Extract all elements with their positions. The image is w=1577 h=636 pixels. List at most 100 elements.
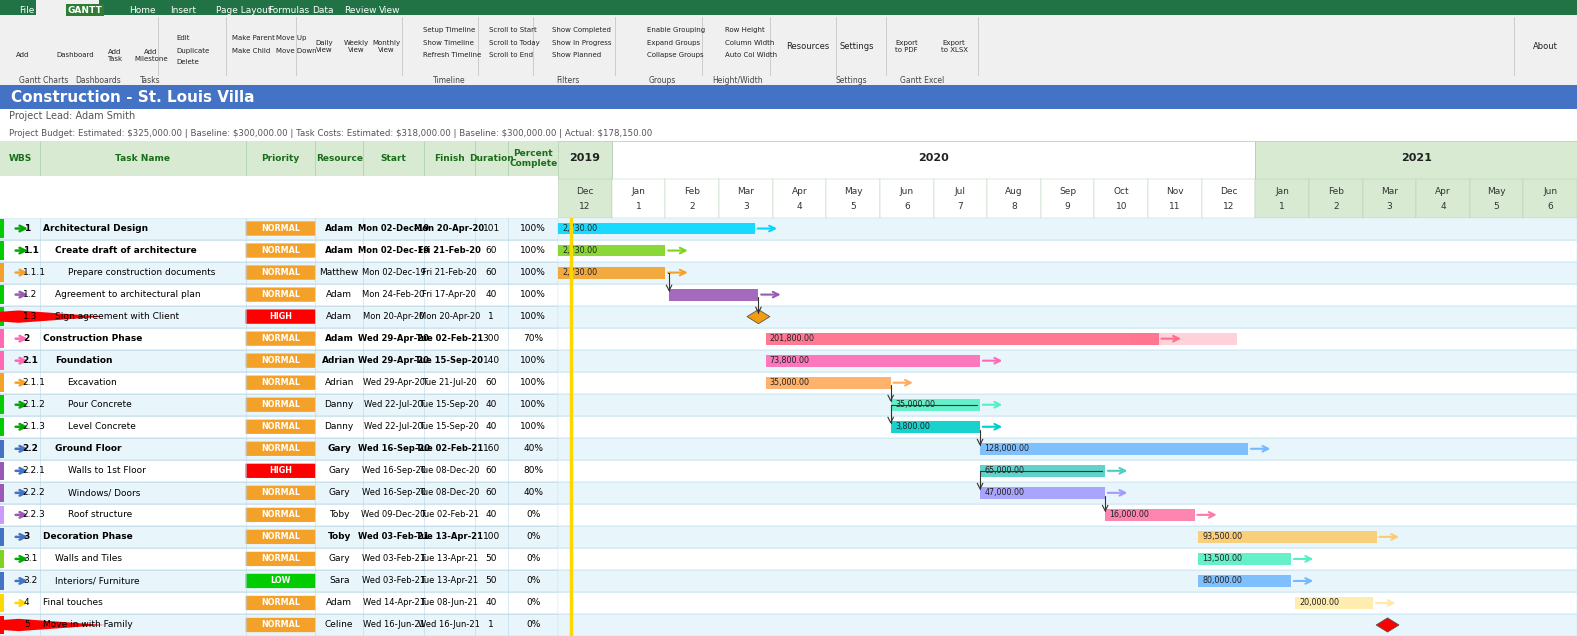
FancyBboxPatch shape: [246, 310, 315, 324]
Text: HIGH: HIGH: [270, 466, 292, 475]
Text: Data: Data: [312, 6, 334, 15]
Text: Tue 15-Sep-20: Tue 15-Sep-20: [419, 422, 479, 431]
Polygon shape: [0, 619, 104, 631]
FancyBboxPatch shape: [1309, 179, 1363, 218]
FancyBboxPatch shape: [558, 482, 1577, 504]
Text: 1.1.1: 1.1.1: [22, 268, 46, 277]
Text: 3: 3: [743, 202, 749, 211]
Text: 3,800.00: 3,800.00: [896, 422, 930, 431]
Text: 5: 5: [24, 621, 30, 630]
FancyBboxPatch shape: [246, 331, 315, 346]
Text: Adam: Adam: [326, 598, 352, 607]
Text: Agreement to architectural plan: Agreement to architectural plan: [55, 290, 200, 299]
FancyBboxPatch shape: [0, 240, 558, 261]
Text: Review: Review: [344, 6, 377, 15]
Text: Mar: Mar: [738, 187, 754, 196]
Text: Wed 03-Feb-21: Wed 03-Feb-21: [363, 555, 426, 563]
Text: Settings: Settings: [839, 43, 874, 52]
Text: 3.2: 3.2: [24, 576, 38, 585]
FancyBboxPatch shape: [0, 352, 5, 370]
FancyBboxPatch shape: [558, 284, 1577, 306]
FancyBboxPatch shape: [669, 289, 759, 301]
Text: Wed 29-Apr-20: Wed 29-Apr-20: [358, 356, 429, 365]
Text: Tue 02-Feb-21: Tue 02-Feb-21: [416, 334, 483, 343]
FancyBboxPatch shape: [0, 594, 5, 612]
FancyBboxPatch shape: [665, 179, 719, 218]
FancyBboxPatch shape: [558, 614, 1577, 636]
Text: NORMAL: NORMAL: [262, 445, 300, 453]
Text: Create draft of architecture: Create draft of architecture: [55, 246, 197, 255]
Text: File: File: [19, 6, 35, 15]
Text: 3.1: 3.1: [24, 555, 38, 563]
Text: Start: Start: [380, 154, 407, 163]
Text: 2.1.2: 2.1.2: [22, 400, 46, 409]
Text: Wed 16-Sep-20: Wed 16-Sep-20: [361, 466, 426, 475]
FancyBboxPatch shape: [719, 179, 773, 218]
FancyBboxPatch shape: [1202, 179, 1255, 218]
FancyBboxPatch shape: [246, 354, 315, 368]
FancyBboxPatch shape: [558, 526, 1577, 548]
FancyBboxPatch shape: [1255, 218, 1577, 636]
Text: 93,500.00: 93,500.00: [1202, 532, 1243, 541]
Text: 100%: 100%: [520, 268, 546, 277]
Text: Adam: Adam: [325, 334, 353, 343]
Text: 12: 12: [1222, 202, 1235, 211]
FancyBboxPatch shape: [0, 261, 558, 284]
FancyBboxPatch shape: [558, 570, 1577, 592]
FancyBboxPatch shape: [0, 417, 5, 436]
Text: 1: 1: [636, 202, 642, 211]
Text: 2.2.1: 2.2.1: [22, 466, 46, 475]
FancyBboxPatch shape: [246, 618, 315, 632]
Text: Daily
View: Daily View: [315, 40, 333, 53]
FancyBboxPatch shape: [0, 109, 1577, 141]
Text: 3: 3: [1386, 202, 1392, 211]
FancyBboxPatch shape: [558, 438, 1577, 460]
Text: NORMAL: NORMAL: [262, 621, 300, 630]
Text: Adam: Adam: [326, 312, 352, 321]
Text: NORMAL: NORMAL: [262, 488, 300, 497]
Text: 40: 40: [486, 400, 497, 409]
Text: 40%: 40%: [524, 488, 542, 497]
Text: 12: 12: [579, 202, 591, 211]
Text: 7: 7: [957, 202, 964, 211]
Text: Feb: Feb: [1328, 187, 1344, 196]
FancyBboxPatch shape: [0, 416, 558, 438]
Text: HIGH: HIGH: [270, 312, 292, 321]
Text: WBS: WBS: [8, 154, 32, 163]
Text: Groups: Groups: [648, 76, 677, 85]
Text: Mar: Mar: [1381, 187, 1397, 196]
FancyBboxPatch shape: [0, 548, 558, 570]
Text: Tue 15-Sep-20: Tue 15-Sep-20: [415, 356, 484, 365]
Text: Tue 13-Apr-21: Tue 13-Apr-21: [421, 555, 478, 563]
FancyBboxPatch shape: [979, 487, 1105, 499]
Text: Sara: Sara: [330, 576, 350, 585]
Text: Wed 16-Sep-20: Wed 16-Sep-20: [361, 488, 426, 497]
Text: Wed 14-Apr-21: Wed 14-Apr-21: [363, 598, 424, 607]
Text: 2.1.1: 2.1.1: [22, 378, 46, 387]
Text: 1: 1: [1279, 202, 1285, 211]
FancyBboxPatch shape: [1041, 179, 1094, 218]
FancyBboxPatch shape: [0, 241, 5, 259]
FancyBboxPatch shape: [558, 261, 1577, 284]
FancyBboxPatch shape: [246, 464, 315, 478]
Text: 300: 300: [483, 334, 500, 343]
Text: Jan: Jan: [1276, 187, 1288, 196]
FancyBboxPatch shape: [1199, 531, 1377, 543]
FancyBboxPatch shape: [246, 574, 315, 588]
FancyBboxPatch shape: [826, 179, 880, 218]
Text: Settings: Settings: [836, 76, 867, 85]
Polygon shape: [1377, 618, 1399, 632]
Text: Expand Groups: Expand Groups: [647, 39, 700, 46]
Text: NORMAL: NORMAL: [262, 356, 300, 365]
FancyBboxPatch shape: [558, 548, 1577, 570]
Text: NORMAL: NORMAL: [262, 246, 300, 255]
FancyBboxPatch shape: [0, 616, 5, 634]
Text: Decoration Phase: Decoration Phase: [43, 532, 132, 541]
Text: 13,500.00: 13,500.00: [1202, 555, 1243, 563]
Text: 65,000.00: 65,000.00: [984, 466, 1025, 475]
FancyBboxPatch shape: [36, 0, 99, 20]
FancyBboxPatch shape: [1295, 597, 1374, 609]
Text: Move Down: Move Down: [276, 48, 317, 54]
Text: Tue 02-Feb-21: Tue 02-Feb-21: [416, 445, 483, 453]
FancyBboxPatch shape: [246, 244, 315, 258]
